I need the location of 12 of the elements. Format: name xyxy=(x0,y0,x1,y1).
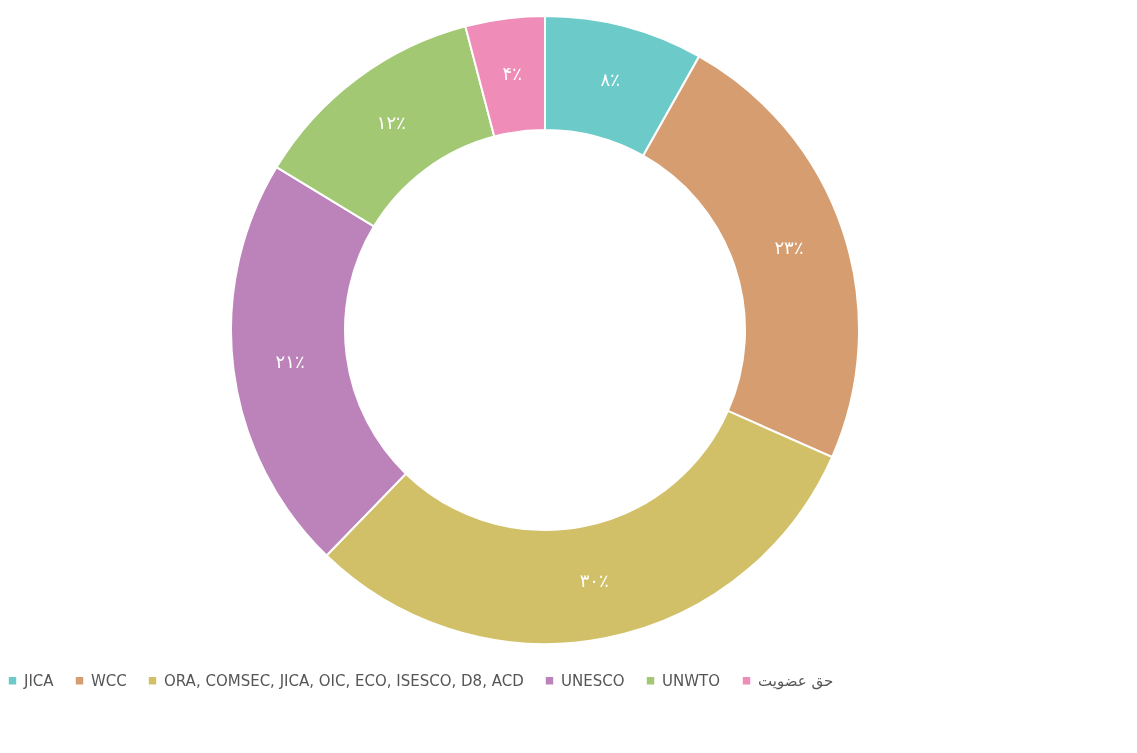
legend-label: JICA xyxy=(23,671,55,690)
legend-label: ORA, COMSEC, JICA, OIC, ECO, ISESCO, D8, ACD xyxy=(164,671,524,690)
legend-label: UNESCO xyxy=(561,671,625,690)
legend-label: WCC xyxy=(91,671,127,690)
data-label: ۲۱٪ xyxy=(275,350,305,372)
data-label: ۴٪ xyxy=(502,63,522,85)
legend-label: حق عضویت xyxy=(758,671,834,690)
data-label: ۱۲٪ xyxy=(376,112,406,134)
data-label: ۳۰٪ xyxy=(579,570,609,592)
data-label: ۲۳٪ xyxy=(774,237,804,259)
data-label: ۸٪ xyxy=(600,69,620,91)
legend-label: UNWTO xyxy=(662,671,721,690)
